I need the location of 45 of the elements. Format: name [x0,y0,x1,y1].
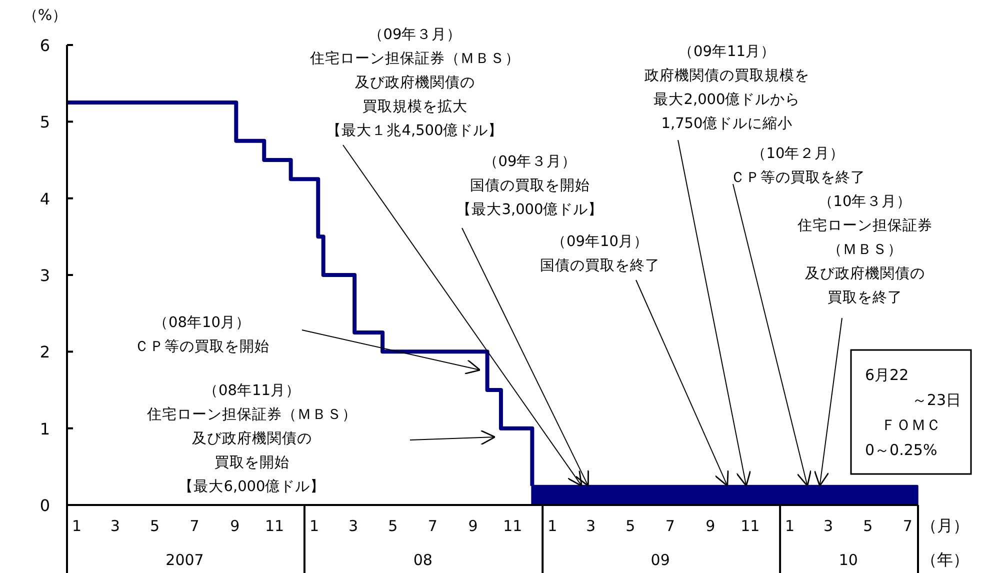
x-tick-label: 9 [230,517,240,535]
x2-tick-label: 2007 [166,551,204,569]
annotation: （09年10月）国債の買取を終了 [540,233,660,274]
x-tick-label: 5 [863,517,873,535]
x-tick-label: 3 [348,517,358,535]
y-tick-label: 2 [40,342,50,362]
annotation: 6月22～23日ＦＯＭＣ0～0.25% [865,366,961,459]
y-tick-label: 0 [40,496,50,515]
x-tick-label: 1 [309,517,320,535]
annotation: （10年３月）住宅ローン担保証券（ＭＢＳ）及び政府機関債の買取を終了 [796,193,932,306]
x2-tick-label: 10 [838,551,858,569]
y-tick-label: 1 [40,419,50,438]
x-tick-label: 9 [706,517,716,535]
x-tick-label: 5 [388,517,398,535]
y-axis-title: （%） [22,6,68,24]
x-tick-label: 7 [665,517,675,535]
annotation: （10年２月）ＣＰ等の買取を終了 [730,145,866,186]
x-tick-label: 5 [150,517,160,535]
x-tick-label: 11 [503,517,522,535]
x2-tick-label: 09 [650,551,670,569]
annotation: （08年11月）住宅ローン担保証券（ＭＢＳ）及び政府機関債の買取を開始【最大6,000億ドル】 [146,382,357,495]
x-tick-label: 11 [265,517,284,535]
annotation: （09年３月）住宅ローン担保証券（ＭＢＳ）及び政府機関債の買取規模を拡大【最大１兆4,500億ドル】 [309,26,520,139]
annotation: （09年11月）政府機関債の買取規模を最大2,000億ドルから1,750億ドルに縮小 [644,43,810,132]
annotation: （09年３月）国債の買取を開始【最大3,000億ドル】 [456,153,604,218]
x-tick-label: 5 [626,517,636,535]
y-tick-label: 3 [40,266,50,285]
x-axis-title: （月） [921,516,969,535]
x-tick-label: 1 [548,517,558,535]
x-tick-label: 7 [902,517,912,535]
y-tick-label: 5 [40,112,50,132]
x-tick-label: 9 [468,517,478,535]
x-tick-label: 3 [110,517,120,535]
x-tick-label: 3 [823,517,833,535]
x-tick-label: 3 [586,517,596,535]
x2-tick-label: 08 [413,551,432,569]
x-tick-label: 11 [740,517,760,535]
y-tick-label: 4 [40,189,50,208]
y-tick-label: 6 [40,36,50,55]
x-tick-label: 7 [190,517,200,535]
x2-axis-title: （年） [921,550,969,569]
x-tick-label: 7 [428,517,438,535]
x-tick-label: 1 [785,517,795,535]
annotation: （08年10月）ＣＰ等の買取を開始 [134,314,270,355]
x-tick-label: 1 [72,517,82,535]
